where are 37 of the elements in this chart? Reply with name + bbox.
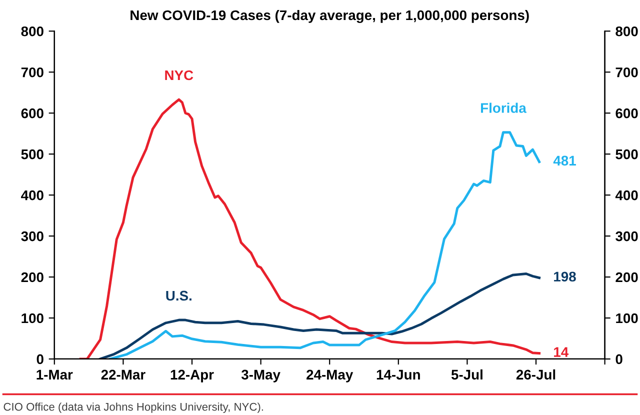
y2-tick-label: 800	[616, 26, 638, 36]
y2-tick-label: 600	[616, 108, 638, 118]
y2-tick-label: 500	[616, 149, 638, 160]
x-tick-label: 5-Jul	[451, 369, 482, 380]
x-tick-label: 12-Apr	[170, 370, 214, 382]
y-tick-label: 200	[21, 272, 44, 282]
x-tick-label: 14-Jun	[376, 370, 420, 380]
series-label: Florida	[481, 102, 526, 113]
y-tick-label: 500	[21, 149, 44, 160]
y2-tick-label: 0	[616, 354, 622, 364]
y-tick-label: 300	[21, 231, 44, 242]
series-label: NYC	[165, 70, 194, 80]
x-tick-label: 1-Mar	[36, 370, 73, 380]
data-label: 198	[554, 272, 576, 282]
y-tick-label: 700	[21, 67, 44, 78]
y-tick-label: 600	[21, 108, 44, 118]
line-series	[79, 98, 541, 359]
line-series	[108, 131, 541, 359]
x-tick-label: 24-May	[306, 370, 354, 382]
y2-tick-label: 100	[616, 313, 638, 324]
line-series	[99, 272, 541, 359]
y2-tick-label: 300	[616, 231, 638, 242]
series-label: U.S.	[166, 290, 192, 301]
text: CIO Office (data via Johns Hopkins University, NYC).	[4, 402, 263, 413]
y-tick-label: 100	[22, 313, 44, 324]
x-tick-label: 3-May	[241, 370, 280, 382]
y-tick-label: 400	[21, 190, 44, 200]
chart-title: New COVID-19 Cases (7-day average, per 1,000,000 persons)	[130, 10, 529, 23]
y-tick-label: 800	[21, 26, 44, 36]
y2-tick-label: 400	[615, 190, 638, 200]
data-label: 481	[553, 156, 576, 166]
y-tick-label: 0	[36, 354, 44, 364]
y2-tick-label: 700	[616, 67, 638, 78]
x-tick-label: 26-Jul	[516, 369, 556, 380]
y2-tick-label: 200	[616, 272, 638, 282]
data-label: 14	[554, 347, 569, 357]
x-tick-label: 22-Mar	[101, 370, 146, 380]
